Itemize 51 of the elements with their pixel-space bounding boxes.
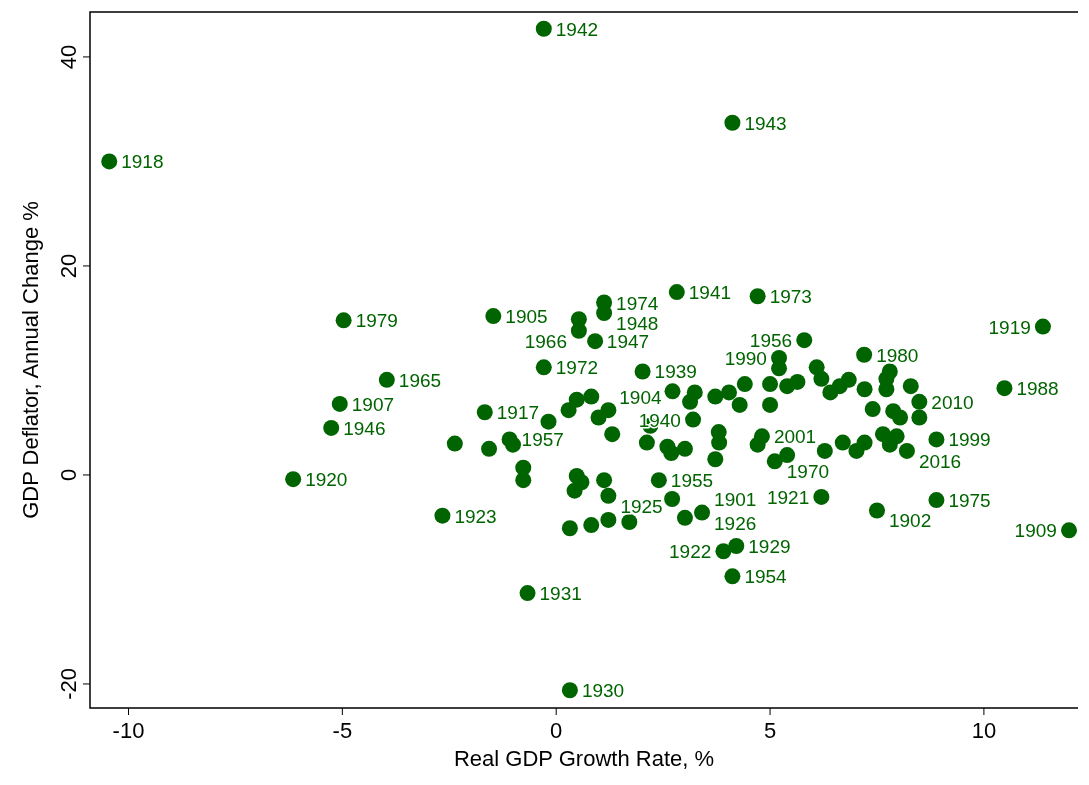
annotation: 1973 — [769, 286, 812, 308]
annotation: 1920 — [305, 469, 348, 491]
annotation: 1922 — [669, 541, 712, 563]
annotation: 1972 — [555, 357, 599, 379]
annotation: 1930 — [581, 680, 625, 702]
x-axis-title: Real GDP Growth Rate, % — [453, 746, 715, 771]
y-axis-title: GDP Deflator, Annual Change % — [18, 201, 43, 519]
annotation: 1975 — [948, 490, 991, 512]
annotation: 1970 — [786, 461, 830, 483]
annotation: 1965 — [398, 369, 442, 391]
annotation: 1954 — [744, 566, 788, 588]
y-tick-label: -20 — [56, 668, 81, 700]
annotation: 1931 — [539, 583, 582, 605]
annotation: 1917 — [496, 402, 540, 424]
x-tick-label: -5 — [332, 718, 353, 743]
annotation: 1957 — [521, 429, 564, 451]
annotation: 1942 — [555, 18, 599, 40]
annotation: 1941 — [688, 282, 732, 304]
annotation: 1979 — [355, 310, 398, 332]
annotation: 1980 — [876, 344, 919, 366]
annotation: 1925 — [620, 495, 663, 517]
annotation: 1918 — [121, 151, 164, 173]
annotation: 1926 — [714, 512, 757, 534]
x-tick-label: -10 — [112, 718, 145, 743]
annotation: 1919 — [988, 316, 1031, 338]
annotation: 1999 — [948, 429, 991, 451]
annotation: 1943 — [744, 112, 787, 134]
x-tick-label: 10 — [971, 718, 997, 743]
annotation: 1907 — [351, 393, 395, 415]
annotation: 1974 — [616, 292, 659, 314]
y-tick-label: 40 — [56, 44, 81, 70]
y-tick-label: 0 — [56, 468, 81, 482]
annotation: 2016 — [918, 450, 962, 472]
annotation: 1902 — [888, 510, 932, 532]
annotation: 1923 — [454, 505, 497, 527]
annotation: 1909 — [1014, 520, 1057, 542]
annotation: 2001 — [773, 426, 817, 448]
x-tick-label: 5 — [763, 718, 777, 743]
annotation: 1905 — [505, 306, 548, 328]
annotation: 1946 — [343, 417, 386, 439]
annotation: 1901 — [714, 488, 757, 510]
annotation: 1966 — [524, 331, 567, 353]
annotation: 1955 — [670, 470, 714, 492]
annotation: 1904 — [619, 386, 662, 408]
x-tick-label: 0 — [550, 718, 563, 743]
annotation: 1929 — [748, 536, 791, 558]
y-tick-label: 20 — [56, 253, 81, 279]
annotation: 1939 — [654, 361, 697, 383]
annotation: 1988 — [1016, 378, 1059, 400]
annotation: 1921 — [766, 486, 810, 508]
annotation: 2010 — [931, 391, 974, 413]
